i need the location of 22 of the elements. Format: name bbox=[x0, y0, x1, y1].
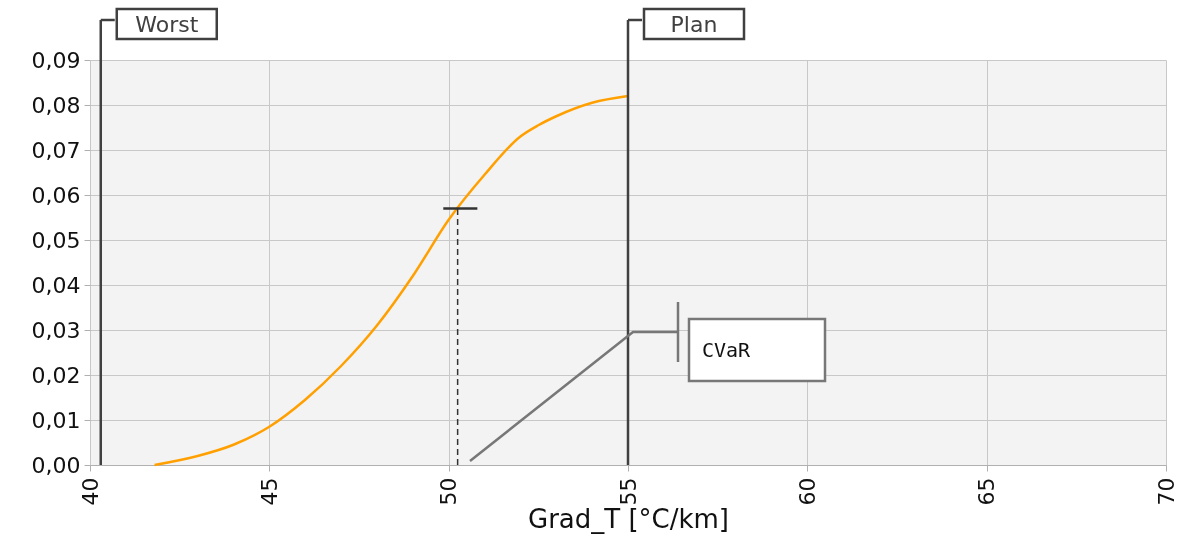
y-tick-label: 0,08 bbox=[31, 92, 81, 118]
x-axis-title: Grad_T [°C/km] bbox=[527, 504, 730, 535]
y-tick-label: 0,03 bbox=[31, 317, 81, 343]
y-tick-label: 0,07 bbox=[31, 137, 81, 163]
x-tick-label: 60 bbox=[794, 477, 820, 506]
x-tick-label: 50 bbox=[436, 477, 462, 506]
y-tick-label: 0,04 bbox=[31, 272, 81, 298]
ref-line-label: Worst bbox=[135, 12, 199, 37]
x-tick-label: 45 bbox=[256, 477, 282, 506]
y-tick-label: 0,01 bbox=[31, 407, 81, 433]
y-tick-label: 0,09 bbox=[31, 47, 81, 73]
y-tick-label: 0,05 bbox=[31, 227, 81, 253]
ref-line-label: Plan bbox=[670, 12, 718, 37]
x-tick-label: 65 bbox=[974, 477, 1000, 506]
line-series bbox=[153, 94, 630, 467]
x-tick-label: 55 bbox=[615, 477, 641, 506]
y-tick-label: 0,06 bbox=[31, 182, 81, 208]
x-tick-label: 40 bbox=[77, 477, 103, 506]
y-tick-label: 0,02 bbox=[31, 362, 81, 388]
annotation: CVaR bbox=[702, 338, 752, 362]
y-tick-label: 0,00 bbox=[31, 452, 81, 478]
x-tick-label: 70 bbox=[1153, 477, 1179, 506]
